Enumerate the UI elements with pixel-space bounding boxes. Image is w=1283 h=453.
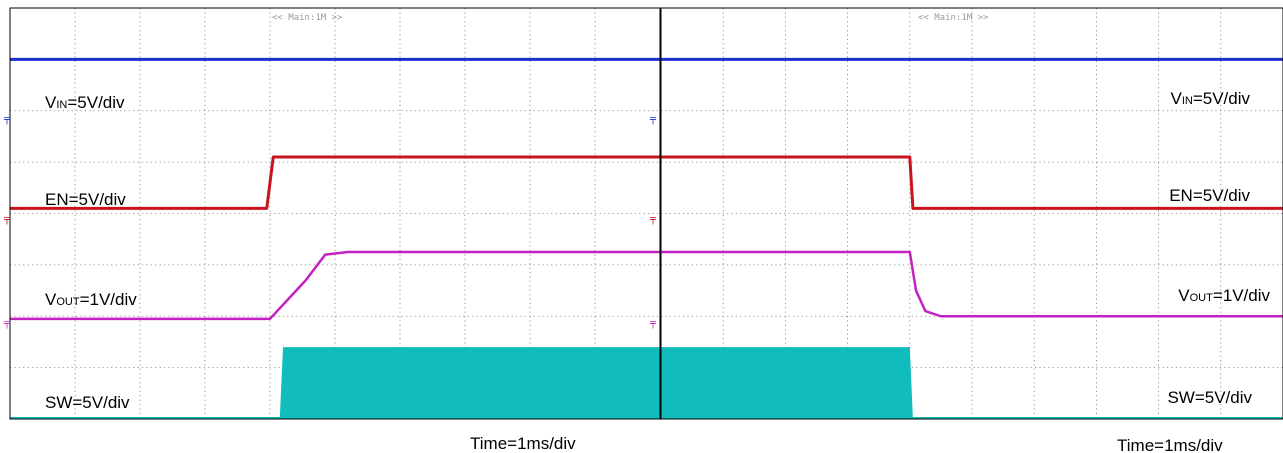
- trace-sw-fill: [661, 347, 1283, 419]
- marker-vin-right: ╤: [649, 114, 657, 125]
- trace-vout: [10, 250, 660, 321]
- trace-en: [10, 155, 660, 210]
- label-sw-right: SW=5V/div: [1167, 388, 1252, 407]
- label-vin-right: VIN=5V/div: [1170, 89, 1250, 108]
- label-vout-right: VOUT=1V/div: [1178, 286, 1270, 305]
- scope-panel-left: << Main:1M >> VIN=5V/div EN=5V/div VOUT=…: [9, 7, 661, 453]
- marker-vout-left: ╤: [3, 318, 11, 329]
- marker-en-left: ╤: [3, 214, 11, 225]
- trace-vout: [661, 250, 1283, 318]
- marker-vin-left: ╤: [3, 114, 11, 125]
- label-en-left: EN=5V/div: [45, 190, 126, 209]
- frame-right: [660, 7, 1283, 420]
- time-label-left: Time=1ms/div: [470, 434, 576, 453]
- time-label-right: Time=1ms/div: [1117, 436, 1223, 453]
- frame-left: [9, 7, 661, 420]
- trace-en: [661, 155, 1283, 210]
- label-en-right: EN=5V/div: [1169, 186, 1250, 205]
- label-sw-left: SW=5V/div: [45, 393, 130, 412]
- traces-right: [661, 57, 1283, 419]
- marker-vout-right: ╤: [649, 318, 657, 329]
- scope-panel-right: << Main:1M >> VIN=5V/div EN=5V/div VOUT=…: [660, 7, 1283, 453]
- marker-en-right: ╤: [649, 214, 657, 225]
- label-vout-left: VOUT=1V/div: [45, 290, 137, 309]
- header-right: << Main:1M >>: [918, 13, 989, 23]
- header-left: << Main:1M >>: [272, 13, 343, 23]
- trace-sw-fill: [10, 347, 660, 419]
- channel-markers: ╤ ╤ ╤ ╤ ╤ ╤: [3, 114, 657, 329]
- label-vin-left: VIN=5V/div: [45, 93, 125, 112]
- traces-left: [10, 57, 660, 419]
